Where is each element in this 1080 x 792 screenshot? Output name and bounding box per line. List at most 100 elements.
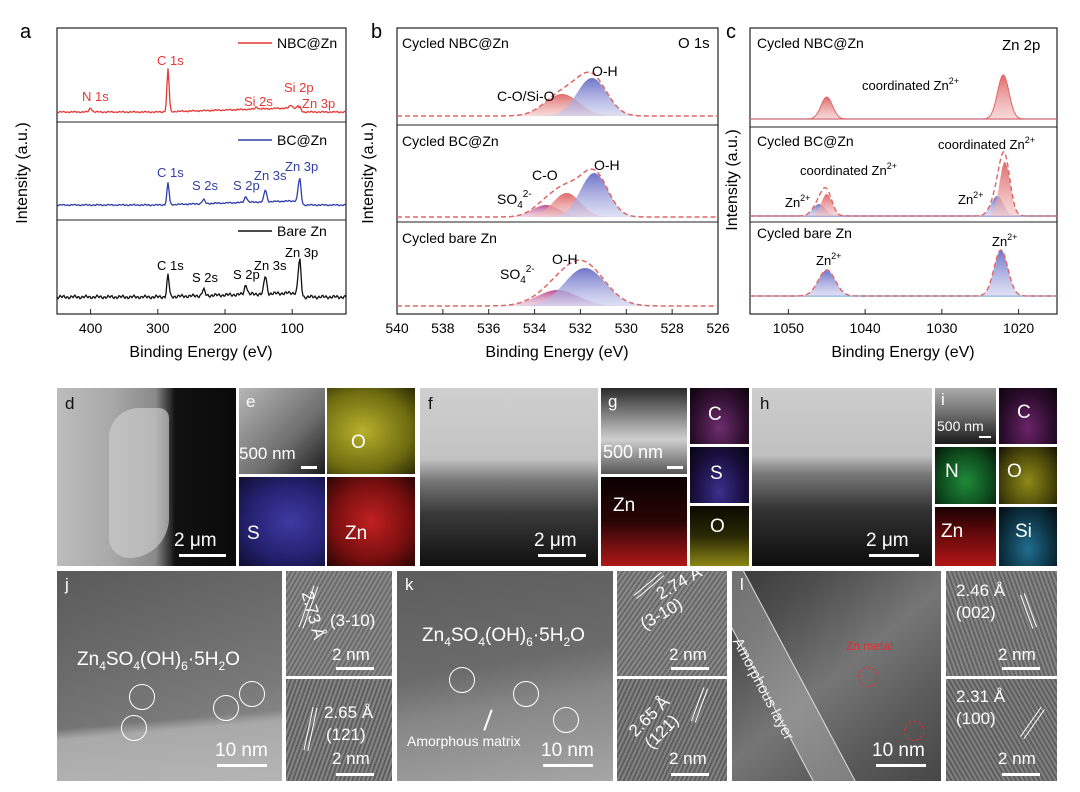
panel-b-x-ticks: 540 538 536 534 532 530 528 526	[385, 309, 730, 336]
panel-c-series-3: Cycled bare Zn	[757, 225, 852, 241]
scale-label-g: 500 nm	[603, 442, 664, 462]
label-amorphous-matrix: Amorphous matrix	[407, 733, 521, 749]
x-tick-label: 300	[146, 320, 170, 336]
tem-image-h: h 2 μm	[752, 388, 932, 566]
scale-bar-k1	[671, 667, 709, 670]
peak-label-c1s-bare: C 1s	[157, 258, 184, 273]
x-tick-label: 538	[431, 320, 455, 336]
x-tick-label: 536	[477, 320, 501, 336]
panel-c-ylabel: Intensity (a.u.)	[724, 129, 741, 230]
scale-label-j1: 2 nm	[332, 645, 370, 664]
label-oh-1: O-H	[592, 63, 618, 79]
element-label-e-zn: Zn	[345, 523, 368, 544]
lattice-marker-l2	[1020, 706, 1045, 740]
peak-area-c3-right	[750, 250, 1057, 296]
panel-a: a 400 300 200 100 Intensity (a.u.) Binding …	[14, 21, 347, 361]
series-line-nbc	[56, 68, 347, 114]
label-oh-3: O-H	[552, 251, 578, 267]
label-coord-3: coordinated Zn2+	[800, 161, 897, 178]
scale-label-k: 10 nm	[541, 740, 594, 761]
label-co-sio: C-O/Si-O	[497, 88, 555, 104]
panel-letter-h: h	[760, 394, 770, 413]
legend-nbc: NBC@Zn	[277, 35, 337, 51]
panel-c-series-1: Cycled NBC@Zn	[757, 35, 864, 51]
hrtem-inset-k1: 2.74 Å (3-10) 2 nm	[617, 571, 727, 676]
x-tick-label: 530	[615, 320, 639, 336]
scale-label-l1: 2 nm	[998, 645, 1036, 664]
element-label-i-o: O	[1007, 461, 1022, 482]
panel-a-frame	[56, 27, 347, 315]
label-so4-2: SO42-	[500, 264, 535, 286]
x-tick-label: 526	[706, 320, 730, 336]
eds-map-e-o: O	[327, 388, 415, 474]
panel-b-xlabel: Binding Energy (eV)	[485, 344, 628, 361]
element-label-e-s: S	[247, 523, 260, 544]
panel-letter-l: l	[740, 575, 744, 594]
peak-label-n1s: N 1s	[82, 89, 109, 104]
label-coord-1: coordinated Zn2+	[862, 76, 959, 93]
hkl-j1: (3-10)	[330, 611, 376, 630]
element-label-g-o: O	[710, 516, 725, 537]
hrtem-inset-j2: 2.65 Å (121) 2 nm	[286, 679, 392, 781]
peak-label-zn3s-bare: Zn 3s	[254, 258, 287, 273]
label-zn2-1: Zn2+	[785, 193, 810, 210]
d-spacing-l1: 2.46 Å	[956, 581, 1006, 600]
panel-a-ylabel: Intensity (a.u.)	[14, 122, 31, 223]
panel-b-series-2: Cycled BC@Zn	[402, 133, 499, 149]
scale-bar-k2	[671, 773, 709, 776]
fit-line-b2	[397, 168, 718, 218]
eds-map-i-si: Si	[999, 507, 1057, 566]
scale-label-e: 500 nm	[239, 444, 296, 463]
crystal-circle-j1	[129, 684, 155, 710]
peak-label-zn3p-nbc: Zn 3p	[302, 96, 335, 111]
element-label-g-c: C	[708, 404, 722, 425]
zn-metal-circle-1	[858, 667, 878, 687]
scale-bar-g	[667, 466, 683, 469]
panel-letter-j: j	[65, 575, 69, 594]
eds-map-i-n: N	[935, 447, 996, 504]
hrtem-inset-l1: 2.46 Å (002) 2 nm	[946, 571, 1057, 676]
scale-label-f: 2 μm	[534, 530, 577, 551]
eds-map-g-image: g 500 nm	[601, 388, 687, 474]
scale-bar-j1	[336, 667, 374, 670]
label-co: C-O	[532, 167, 558, 183]
panel-letter-g: g	[608, 392, 618, 411]
hrtem-image-l: l Amorphous layer Zn metal 10 nm	[732, 571, 941, 781]
eds-map-g-zn: Zn	[601, 477, 687, 566]
hrtem-image-k: k Zn4SO4(OH)6·5H2O Amorphous matrix 10 n…	[397, 571, 613, 781]
eds-map-e-s: S	[239, 477, 325, 566]
panel-c-x-ticks: 1050 1040 1030 1020	[773, 309, 1034, 336]
peak-label-si2p: Si 2p	[284, 80, 314, 95]
formula-k: Zn4SO4(OH)6·5H2O	[422, 625, 585, 649]
panel-letter-b: b	[371, 21, 382, 43]
eds-map-i-o: O	[999, 447, 1057, 504]
peak-label-zn3p-bc: Zn 3p	[285, 159, 318, 174]
crystal-circle-j3	[213, 695, 239, 721]
scale-label-l2: 2 nm	[998, 749, 1036, 768]
x-tick-label: 400	[79, 320, 103, 336]
panel-letter-i: i	[941, 390, 945, 409]
scale-label-i: 500 nm	[937, 418, 984, 434]
scale-bar-i	[979, 436, 991, 438]
hkl-j2: (121)	[326, 725, 366, 744]
hkl-l2: (100)	[956, 709, 996, 728]
label-zn2-4: Zn2+	[992, 232, 1017, 249]
panel-b: b Intensity (a.u.) Binding Energy (eV) 5…	[360, 21, 730, 361]
crystal-circle-j4	[239, 681, 265, 707]
series-line-bare	[56, 258, 347, 301]
peak-area-c3-left	[750, 270, 1057, 296]
peak-label-si2s: Si 2s	[244, 94, 273, 109]
x-tick-label: 100	[281, 320, 305, 336]
panel-b-frame	[396, 27, 719, 315]
scale-bar-d	[179, 554, 226, 557]
hrtem-inset-j1: 2.73 Å (3-10) 2 nm	[286, 571, 392, 676]
fit-line-b1	[397, 71, 718, 117]
eds-map-i-image: i 500 nm	[935, 388, 996, 444]
scale-label-d: 2 μm	[174, 530, 217, 551]
x-tick-label: 1030	[926, 320, 957, 336]
particle-shape	[109, 408, 169, 558]
tem-image-f: f 2 μm	[420, 388, 598, 566]
element-label-i-c: C	[1017, 402, 1031, 423]
x-tick-label: 528	[660, 320, 684, 336]
legend-bare: Bare Zn	[277, 223, 327, 239]
